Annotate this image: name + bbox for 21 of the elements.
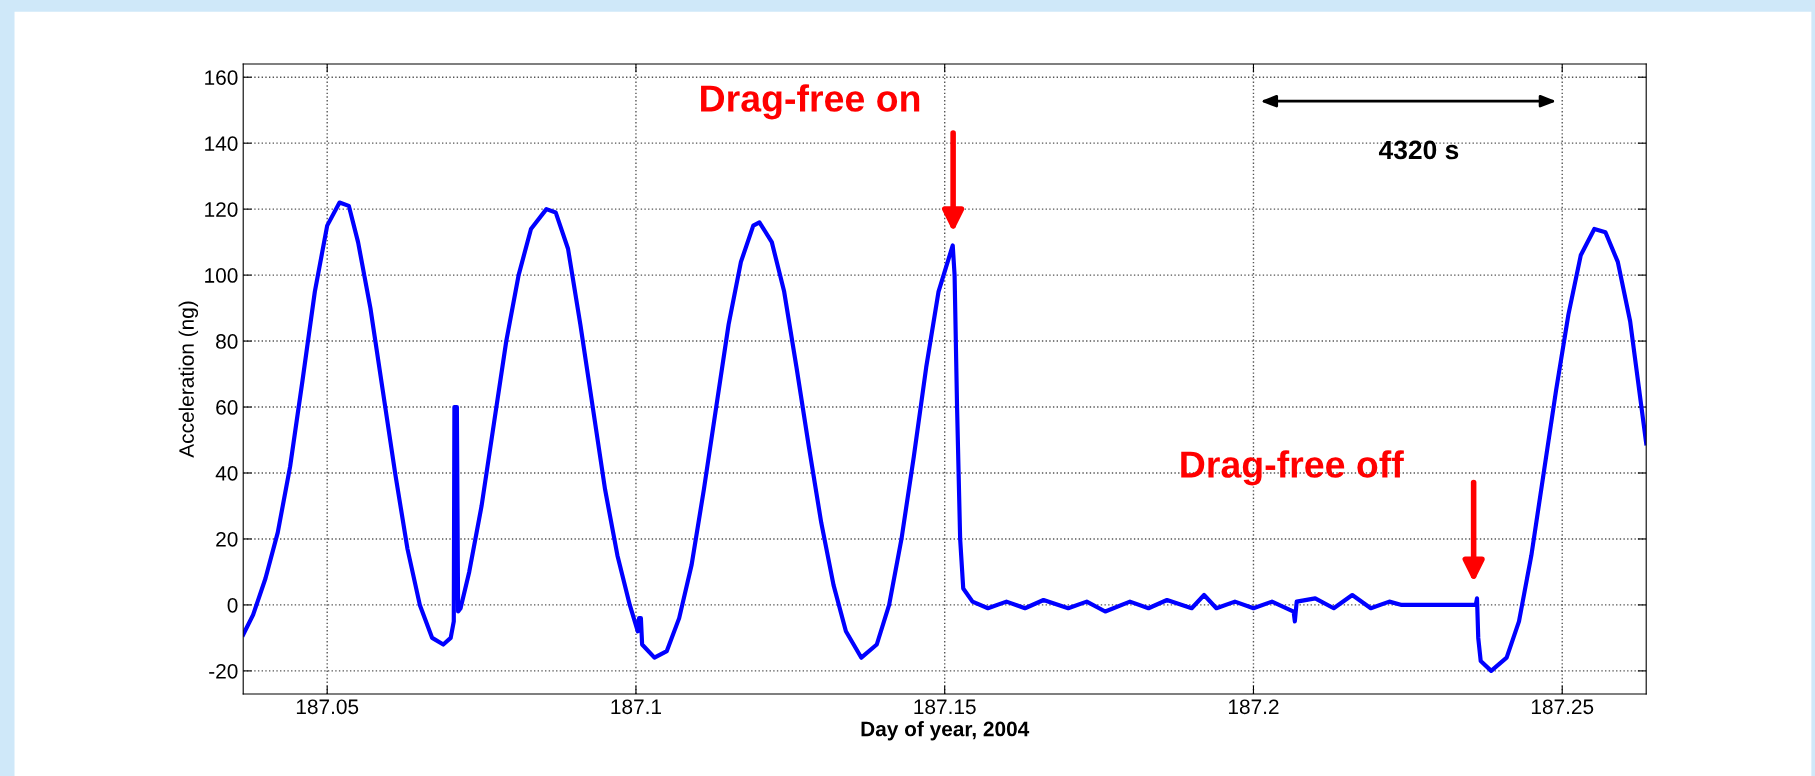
x-tick-label: 187.2 [1228, 699, 1279, 715]
x-tick-label: 187.25 [1531, 699, 1594, 715]
y-tick-label: 80 [216, 334, 238, 349]
y-tick-label: 100 [205, 268, 238, 283]
y-tick-label: 20 [216, 531, 238, 547]
y-tick-label: 120 [205, 202, 238, 217]
y-tick-label: 140 [205, 136, 238, 151]
x-tick-label: 187.15 [914, 699, 976, 715]
x-axis-title: Day of year, 2004 [861, 721, 1030, 741]
line-series [243, 200, 1647, 673]
x-tick-label: 187.1 [611, 699, 661, 715]
annotation: 4320 s [1378, 140, 1459, 160]
y-tick-label: 40 [215, 466, 238, 481]
annotation: Drag-free off [1181, 450, 1404, 486]
y-tick-label: 60 [216, 400, 238, 415]
y-tick-label: -20 [209, 663, 238, 679]
x-tick-label: 187.05 [296, 699, 359, 715]
y-tick-label: 160 [205, 70, 238, 85]
y-axis-title: Acceleration (ng) [178, 301, 199, 458]
annotation: Drag-free on [701, 84, 920, 120]
y-tick-label: 0 [227, 597, 238, 613]
